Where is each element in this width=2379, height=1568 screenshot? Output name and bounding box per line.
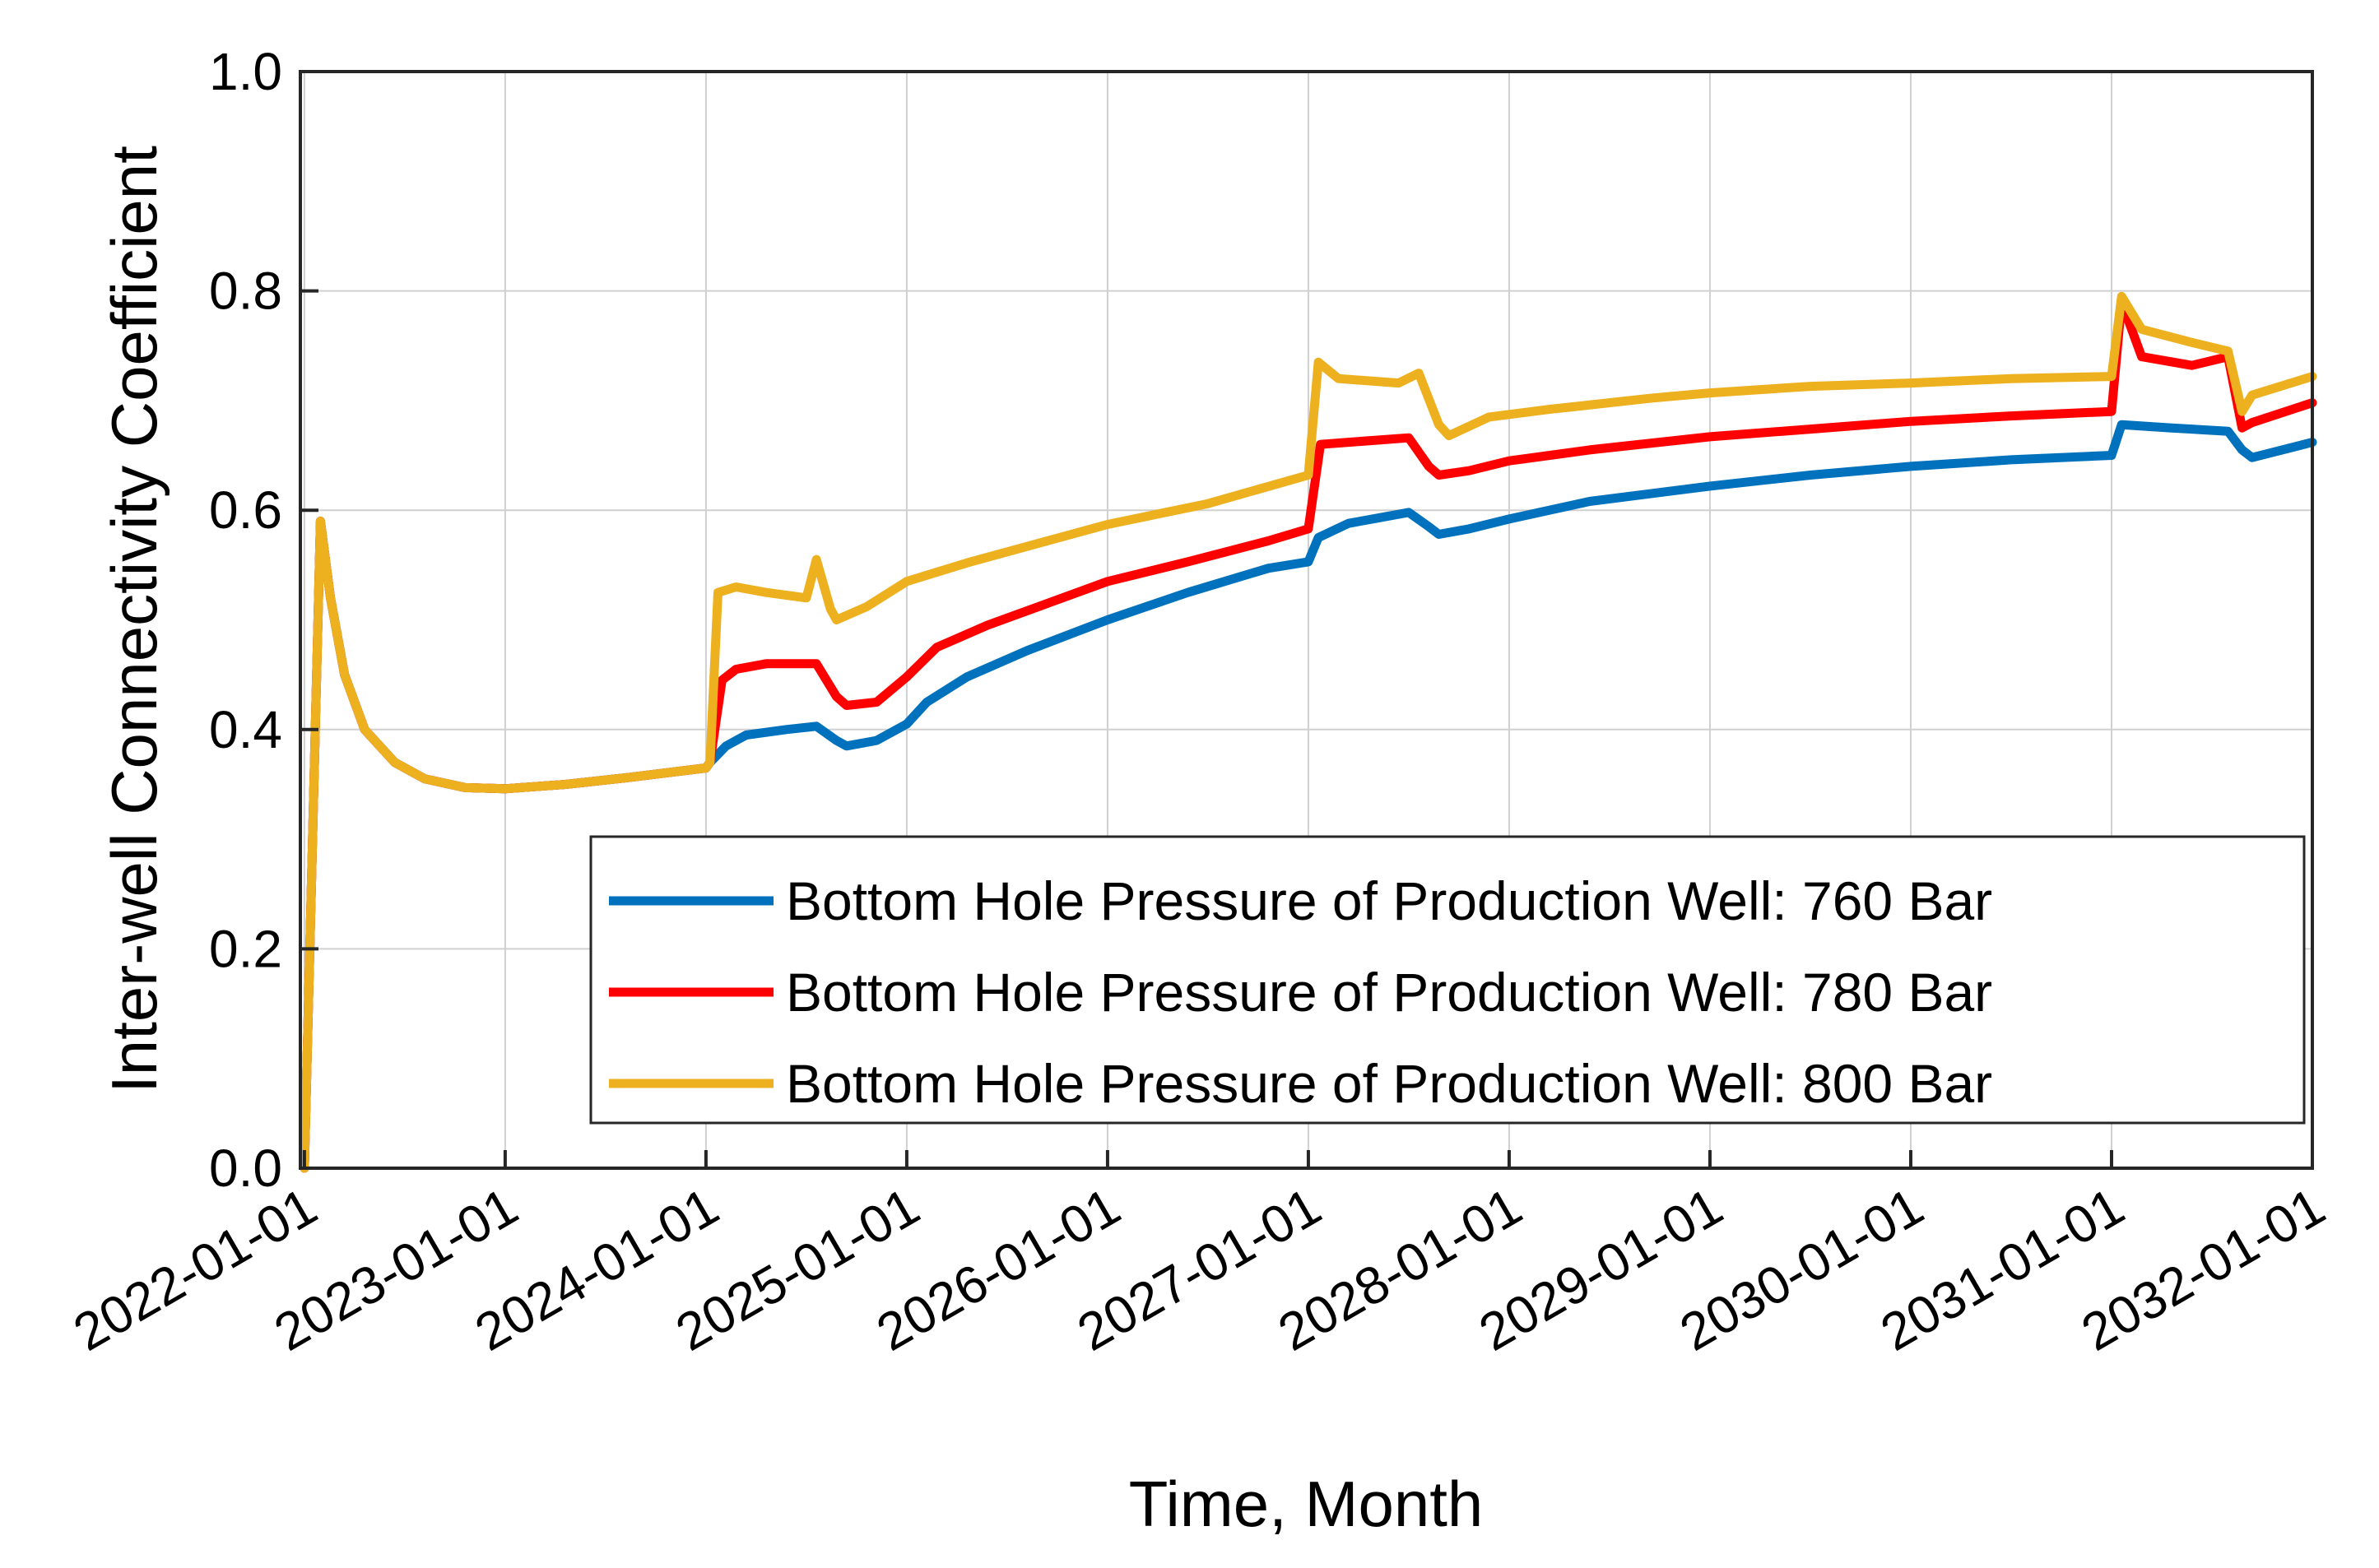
legend-label-2: Bottom Hole Pressure of Production Well:… xyxy=(786,962,1992,1023)
x-axis-title: Time, Month xyxy=(1129,1468,1484,1540)
x-tick-labels: 2022-01-012023-01-012024-01-012025-01-01… xyxy=(63,1176,2335,1362)
legend: Bottom Hole Pressure of Production Well:… xyxy=(589,835,2306,1125)
y-tick-label: 0.2 xyxy=(209,919,282,978)
legend-label-3: Bottom Hole Pressure of Production Well:… xyxy=(786,1053,1992,1114)
series-line-3 xyxy=(300,291,2317,1173)
legend-label-1: Bottom Hole Pressure of Production Well:… xyxy=(786,870,1992,931)
y-tick-label: 0.8 xyxy=(209,262,282,321)
y-tick-label: 0.4 xyxy=(209,700,282,759)
y-tick-label: 0.6 xyxy=(209,480,282,540)
series-lines xyxy=(300,291,2317,1173)
y-tick-labels: 0.0 0.2 0.4 0.6 0.8 1.0 xyxy=(209,42,282,1198)
y-tick-label: 1.0 xyxy=(209,42,282,101)
y-tick-label: 0.0 xyxy=(209,1139,282,1198)
plot-frame xyxy=(299,70,2314,1170)
y-axis-title: Inter-well Connectivity Coefficient xyxy=(98,146,170,1093)
legend-box xyxy=(589,835,2306,1125)
axis-ticks xyxy=(300,70,2314,1170)
